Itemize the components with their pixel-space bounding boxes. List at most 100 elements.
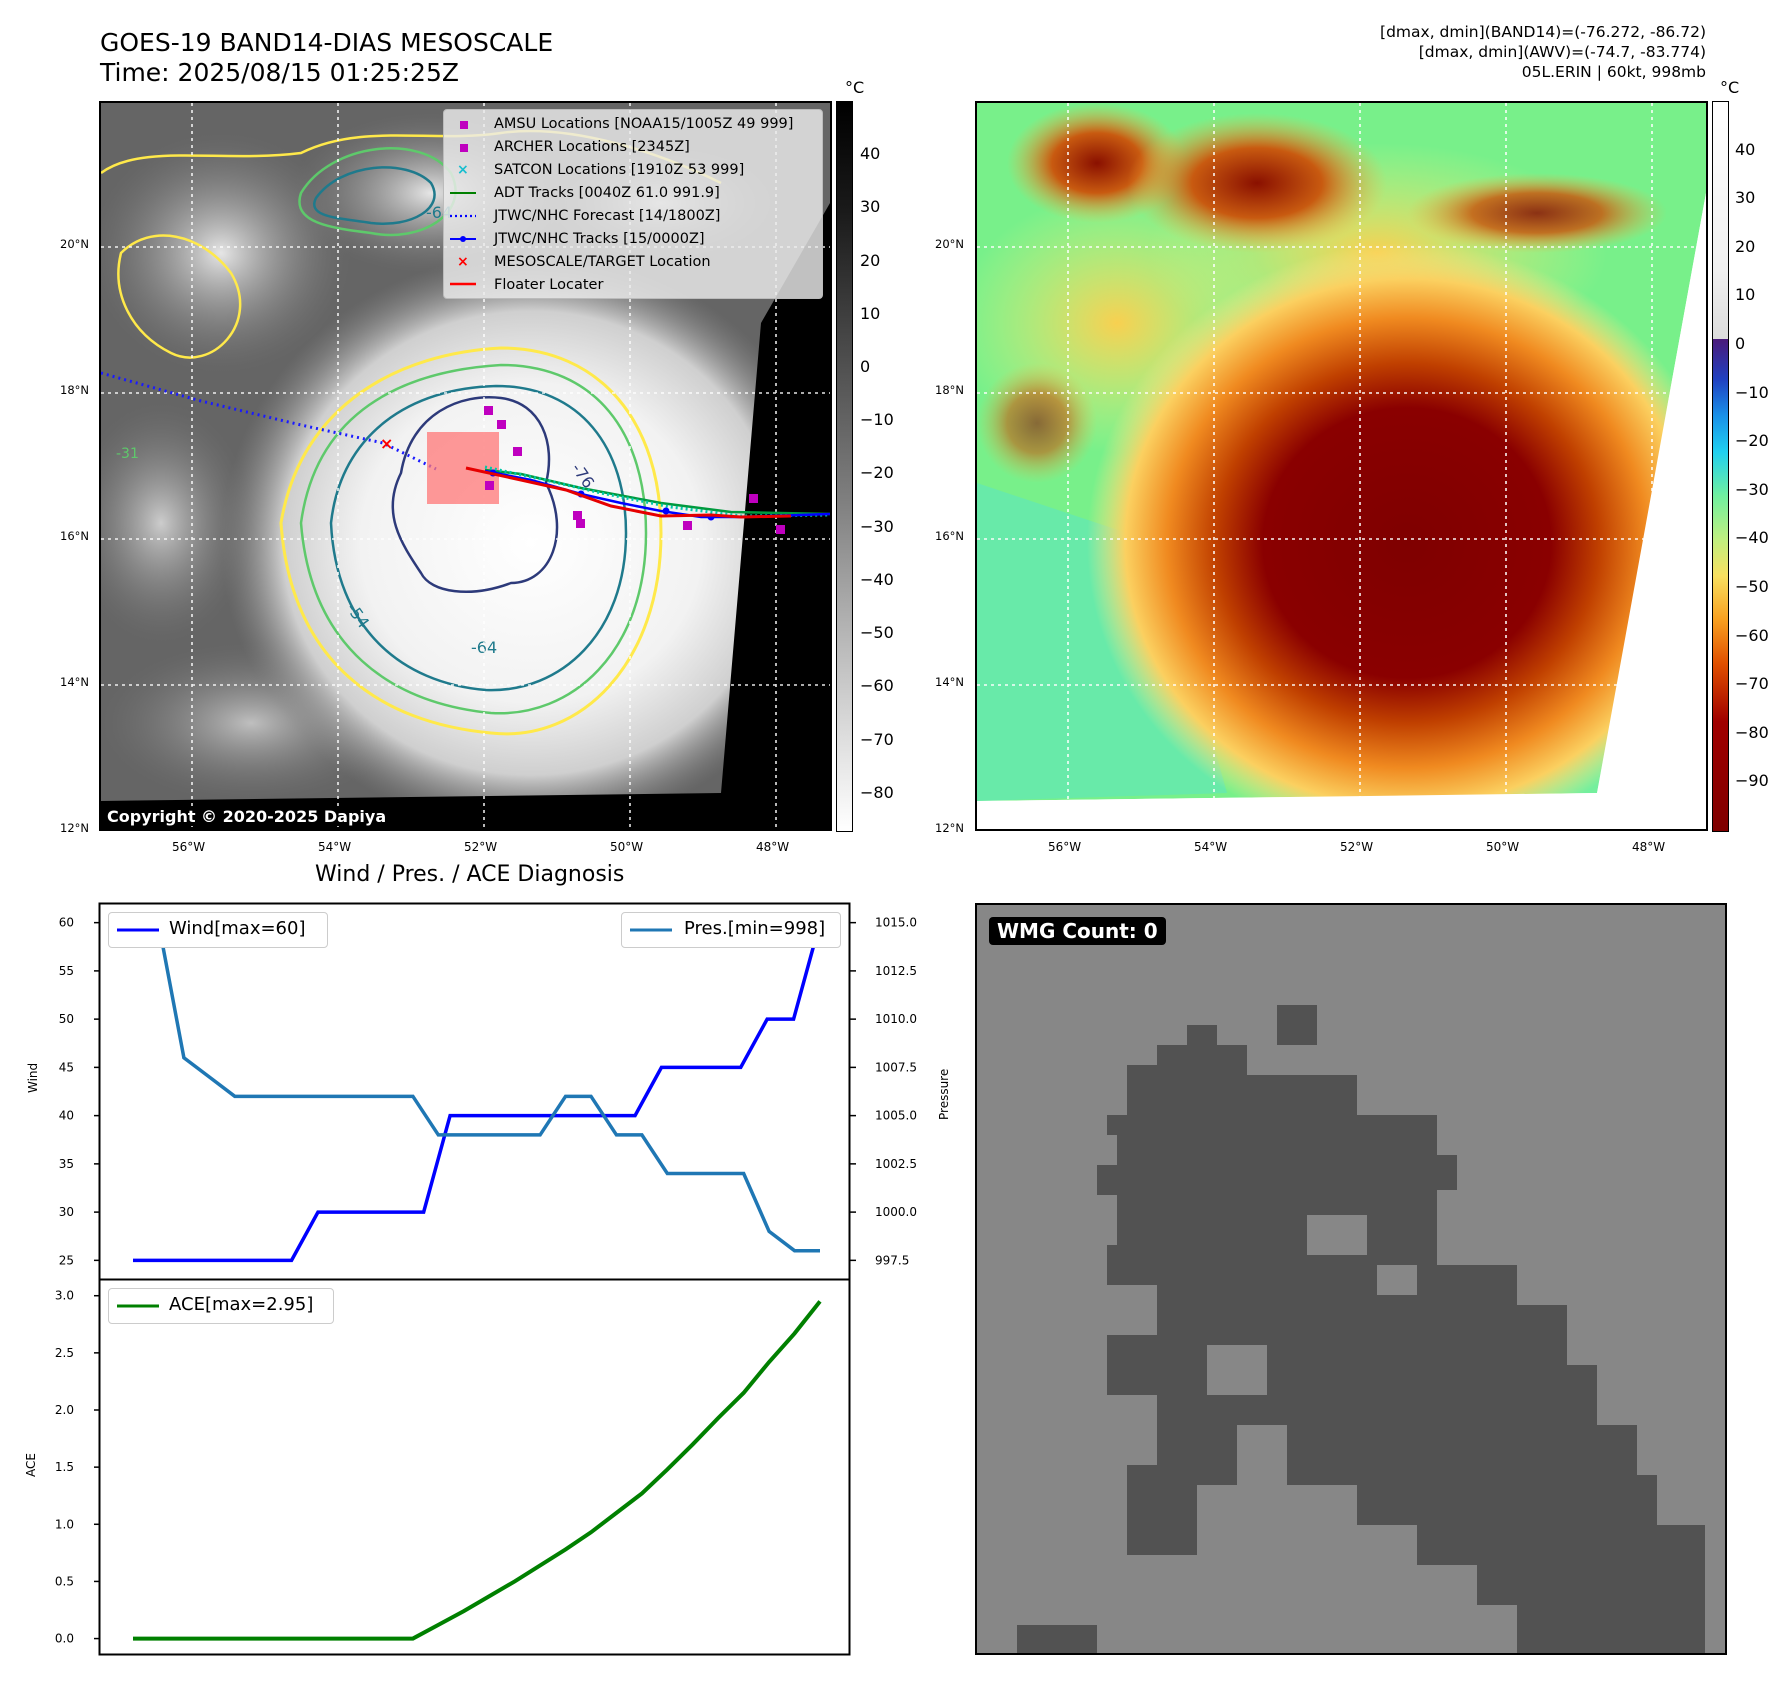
legend-floater: Floater Locater: [494, 277, 604, 293]
ir-colorbar-tick: 40: [860, 144, 881, 164]
ace-tick-label: 1.0: [55, 1517, 74, 1531]
legend-target: MESOSCALE/TARGET Location: [494, 254, 711, 270]
ir-colorbar-unit: °C: [845, 78, 865, 97]
awv-colorbar-tick: −40: [1735, 528, 1769, 548]
ace-tick-label: 3.0: [55, 1289, 74, 1303]
awv-lat-label: 12°N: [935, 821, 964, 835]
wind-legend: Wind[max=60]: [108, 912, 328, 948]
awv-colorbar-tick: −10: [1735, 382, 1769, 402]
copyright-label: Copyright © 2020-2025 Dapiya: [103, 807, 391, 826]
ace-tick-label: 1.5: [55, 1460, 74, 1474]
ir-colorbar-tick: 30: [860, 197, 881, 217]
wmg-panel: WMG Count: 0: [975, 903, 1727, 1655]
pressure-tick-label: 997.5: [875, 1253, 909, 1267]
storm-info: 05L.ERIN | 60kt, 998mb: [1521, 63, 1706, 81]
legend-archer: ARCHER Locations [2345Z]: [494, 139, 690, 155]
mesoscale-floater-box: [427, 432, 499, 504]
wind-series-line: [133, 922, 822, 1263]
pressure-tick-label: 1015.0: [875, 916, 917, 930]
pressure-series-line: [133, 920, 820, 1253]
awv-colorbar-tick: −50: [1735, 577, 1769, 596]
awv-colorbar-tick: −20: [1735, 431, 1769, 451]
awv-colorbar-tick: −90: [1735, 771, 1769, 791]
awv-satellite-panel: [975, 101, 1708, 831]
ir-lat-label: 14°N: [60, 675, 89, 689]
awv-colorbar-tick: 10: [1735, 285, 1756, 305]
pressure-tick-label: 1010.0: [875, 1012, 917, 1026]
wind-tick-label: 30: [59, 1205, 74, 1219]
legend-adt: ADT Tracks [0040Z 61.0 991.9]: [494, 185, 720, 201]
awv-colorbar-tick: −30: [1735, 479, 1769, 499]
awv-lon-label: 52°W: [1340, 840, 1374, 854]
wind-tick-label: 35: [59, 1157, 74, 1171]
awv-lat-label: 16°N: [935, 529, 964, 543]
band14-range: [dmax, dmin](BAND14)=(-76.272, -86.72): [1380, 23, 1706, 41]
ir-colorbar-tick: −70: [860, 729, 894, 749]
legend-forecast: JTWC/NHC Forecast [14/1800Z]: [494, 208, 721, 224]
pressure-tick-label: 1002.5: [875, 1157, 917, 1171]
pressure-tick-label: 1005.0: [875, 1109, 917, 1123]
ace-tick-label: 0.0: [55, 1632, 74, 1646]
diagnosis-title: Wind / Pres. / ACE Diagnosis: [315, 862, 625, 887]
ace-tick-label: 2.0: [55, 1403, 74, 1417]
awv-lat-label: 20°N: [935, 237, 964, 251]
ace-series-line: [133, 1300, 822, 1641]
ir-lon-label: 52°W: [464, 840, 498, 854]
awv-colorbar-tick: 0: [1735, 334, 1746, 353]
ir-colorbar-tick: −10: [860, 410, 894, 430]
awv-colorbar-unit: °C: [1720, 78, 1740, 97]
awv-colorbar-tick: −80: [1735, 722, 1769, 742]
awv-lon-label: 56°W: [1048, 840, 1082, 854]
ir-satellite-panel: -64 -76 -54 -64 -31: [99, 101, 832, 831]
ir-lat-label: 20°N: [60, 237, 89, 251]
ir-colorbar-tick: −40: [860, 569, 894, 589]
ir-colorbar-tick: −30: [860, 516, 894, 536]
ir-colorbar-tick: −80: [860, 782, 894, 802]
figure-time: Time: 2025/08/15 01:25:25Z: [100, 58, 459, 87]
awv-range: [dmax, dmin](AWV)=(-74.7, -83.774): [1418, 43, 1706, 61]
ace-axis-label: ACE: [24, 1453, 38, 1477]
ir-colorbar-tick: 10: [860, 303, 881, 323]
legend-satcon: SATCON Locations [1910Z 53 999]: [494, 162, 745, 178]
ace-tick-label: 0.5: [55, 1574, 74, 1588]
ir-lat-label: 18°N: [60, 383, 89, 397]
legend-amsu: AMSU Locations [NOAA15/1005Z 49 999]: [494, 116, 794, 132]
ace-tick-label: 2.5: [55, 1346, 74, 1360]
wind-tick-label: 50: [59, 1012, 74, 1026]
figure-title: GOES-19 BAND14-DIAS MESOSCALE: [100, 28, 554, 57]
awv-lon-label: 50°W: [1486, 840, 1520, 854]
wind-tick-label: 40: [59, 1109, 74, 1123]
ir-colorbar-tick: −50: [860, 623, 894, 643]
pressure-legend: Pres.[min=998]: [621, 912, 841, 948]
awv-colorbar-tick: 30: [1735, 188, 1756, 208]
wind-axis-label: Wind: [26, 1062, 40, 1093]
ir-legend: × × AMSU Locations [NOAA15/1005Z 49 999]…: [443, 109, 823, 299]
contour-label: -31: [116, 446, 139, 462]
contour-label: -64: [471, 638, 497, 657]
awv-colorbar-tick: 40: [1735, 139, 1756, 159]
ir-lon-label: 50°W: [610, 840, 644, 854]
wind-tick-label: 60: [59, 916, 74, 930]
awv-colorbar-tick: −70: [1735, 674, 1769, 694]
pressure-tick-label: 1000.0: [875, 1205, 917, 1219]
wmg-field: [1017, 1005, 1705, 1653]
ir-colorbar: [836, 101, 853, 832]
ir-lat-label: 12°N: [60, 821, 89, 835]
pressure-tick-label: 1007.5: [875, 1060, 917, 1074]
ir-colorbar-tick: 0: [860, 357, 871, 377]
awv-colorbar: [1712, 101, 1729, 832]
pressure-axis-label: Pressure: [937, 1068, 951, 1120]
legend-tracks: JTWC/NHC Tracks [15/0000Z]: [494, 231, 705, 247]
awv-lat-label: 18°N: [935, 383, 964, 397]
ace-legend: ACE[max=2.95]: [108, 1288, 334, 1324]
ir-lon-label: 54°W: [318, 840, 352, 854]
wind-tick-label: 25: [59, 1253, 74, 1267]
svg-text:×: ×: [457, 162, 469, 178]
wind-tick-label: 45: [59, 1060, 74, 1074]
wmg-count-badge: WMG Count: 0: [989, 917, 1166, 945]
target-location-marker: ×: [380, 434, 393, 453]
ir-colorbar-tick: −60: [860, 676, 894, 696]
pressure-tick-label: 1012.5: [875, 964, 917, 978]
ir-colorbar-tick: 20: [860, 250, 881, 270]
awv-satellite-image: [977, 103, 1706, 829]
